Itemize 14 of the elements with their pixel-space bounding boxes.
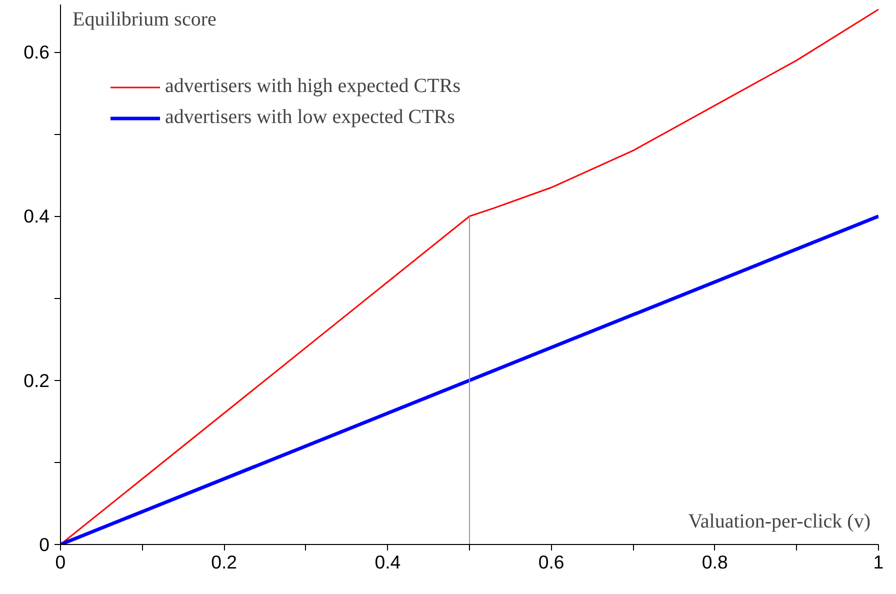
- x-tick-label: 0.2: [211, 552, 238, 572]
- legend-label: advertisers with low expected CTRs: [165, 106, 455, 129]
- y-tick-label: 0.6: [24, 42, 50, 63]
- y-tick-label: 0.2: [24, 370, 50, 391]
- x-axis-title: Valuation-per-click (v): [688, 510, 870, 532]
- x-tick-label: 0: [55, 552, 66, 572]
- x-tick-label: 0.6: [538, 552, 564, 572]
- x-tick-label: 0.4: [374, 552, 401, 572]
- legend-label: advertisers with high expected CTRs: [165, 75, 460, 98]
- x-tick-label: 1: [873, 552, 884, 572]
- y-tick-label: 0: [39, 534, 50, 555]
- x-tick-label: 0.8: [702, 552, 728, 572]
- y-tick-label: 0.4: [24, 206, 50, 227]
- y-axis-title: Equilibrium score: [72, 8, 216, 30]
